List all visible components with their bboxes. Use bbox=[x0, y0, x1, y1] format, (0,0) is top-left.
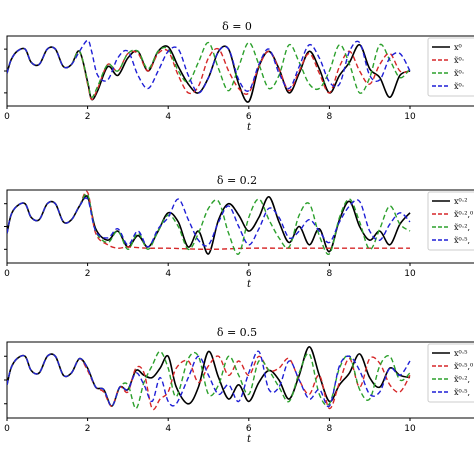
series-line-3 bbox=[7, 197, 411, 248]
series-line-0 bbox=[7, 44, 411, 103]
x-tick-label: 8 bbox=[327, 424, 333, 434]
legend-label: x⁰·⁵ bbox=[454, 349, 467, 358]
chart-panel-2: δ = 0.5 0 2 4 6 8 10 t x⁰·⁵ x̃⁰·⁵,⁰ x̃⁰·², x̃⁰·⁵, bbox=[4, 326, 474, 445]
plot-frame bbox=[6, 35, 474, 107]
legend-label: x̃⁰·², bbox=[454, 375, 470, 384]
legend-label: x⁰ bbox=[454, 43, 462, 52]
legend-label: x⁰·² bbox=[454, 197, 467, 206]
series-line-1 bbox=[7, 190, 410, 251]
chart-panel-1: δ = 0.2 0 2 4 6 8 10 t x⁰·² x̃⁰·²,⁰ x̃⁰·², x̃⁰·⁵, bbox=[4, 174, 474, 290]
x-axis-label: t bbox=[247, 279, 252, 290]
x-tick-label: 10 bbox=[404, 269, 416, 279]
x-tick-label: 10 bbox=[404, 424, 416, 434]
legend-label: x̃⁰· bbox=[454, 69, 464, 78]
x-tick-label: 2 bbox=[85, 424, 91, 434]
series-line-0 bbox=[7, 195, 411, 255]
x-tick-label: 2 bbox=[85, 112, 91, 122]
series-line-1 bbox=[7, 46, 411, 101]
series-line-2 bbox=[7, 350, 411, 410]
legend: x⁰·⁵ x̃⁰·⁵,⁰ x̃⁰·², x̃⁰·⁵, bbox=[427, 343, 474, 403]
x-tick-label: 0 bbox=[4, 269, 10, 279]
x-tick-label: 4 bbox=[165, 112, 171, 122]
x-tick-label: 0 bbox=[4, 112, 10, 122]
x-axis-label: t bbox=[247, 434, 252, 445]
series-line-3 bbox=[7, 350, 411, 408]
x-tick-label: 6 bbox=[246, 424, 252, 434]
legend-label: x̃⁰·²,⁰ bbox=[454, 210, 473, 219]
x-axis-label: t bbox=[247, 122, 252, 133]
series-line-3 bbox=[7, 39, 411, 94]
legend-box bbox=[427, 343, 474, 403]
legend-label: x̃⁰·⁵, bbox=[454, 388, 470, 397]
x-tick-label: 10 bbox=[404, 112, 416, 122]
legend: x⁰·² x̃⁰·²,⁰ x̃⁰·², x̃⁰·⁵, bbox=[427, 191, 474, 251]
chart-title: δ = 0.2 bbox=[217, 174, 257, 187]
x-tick-label: 4 bbox=[165, 269, 171, 279]
series-line-2 bbox=[7, 193, 411, 256]
legend-label: x̃⁰·², bbox=[454, 223, 470, 232]
x-tick-label: 2 bbox=[85, 269, 91, 279]
chart-panel-0: δ = 0 0 2 4 6 8 10 t x⁰ x̃⁰· x̃⁰· x̃⁰· bbox=[4, 20, 474, 133]
chart-title: δ = 0 bbox=[222, 20, 252, 33]
x-tick-label: 8 bbox=[327, 269, 333, 279]
legend-box bbox=[427, 191, 474, 251]
legend-box bbox=[427, 37, 474, 97]
x-tick-label: 0 bbox=[4, 424, 10, 434]
x-tick-label: 8 bbox=[327, 112, 333, 122]
series-line-1 bbox=[7, 353, 411, 411]
legend: x⁰ x̃⁰· x̃⁰· x̃⁰· bbox=[427, 37, 474, 97]
legend-label: x̃⁰·⁵,⁰ bbox=[454, 362, 473, 371]
x-tick-label: 6 bbox=[246, 269, 252, 279]
legend-label: x̃⁰·⁵, bbox=[454, 236, 470, 245]
legend-label: x̃⁰· bbox=[454, 56, 464, 65]
x-tick-label: 4 bbox=[165, 424, 171, 434]
x-tick-label: 6 bbox=[246, 112, 252, 122]
chart-title: δ = 0.5 bbox=[217, 326, 257, 339]
legend-label: x̃⁰· bbox=[454, 82, 464, 91]
